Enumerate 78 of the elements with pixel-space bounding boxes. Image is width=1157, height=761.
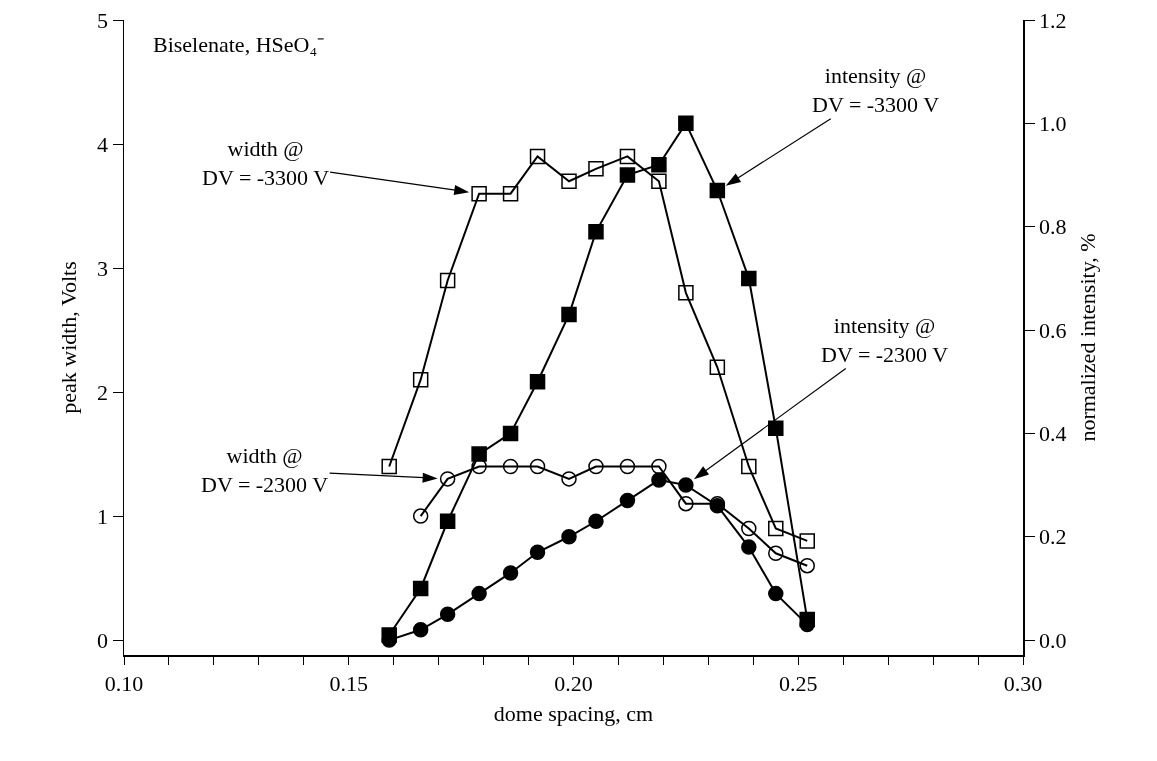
point [768, 545, 784, 562]
point [381, 458, 397, 475]
point [412, 622, 429, 638]
x-axis-title: dome spacing, cm [493, 700, 654, 726]
y-tick-label: 2 [97, 379, 109, 405]
point [529, 148, 546, 165]
y2-tick-label: 0.8 [1038, 214, 1067, 240]
point [439, 471, 456, 487]
point [588, 224, 604, 240]
point [471, 585, 487, 602]
point [412, 371, 429, 388]
x-tick-label: 0.30 [1003, 670, 1043, 696]
point [709, 182, 726, 199]
annotation: width @ DV = -3300 V [202, 136, 330, 190]
point [439, 272, 456, 289]
point [741, 520, 757, 537]
point [588, 458, 604, 475]
point [768, 420, 784, 436]
point [678, 477, 694, 493]
point [412, 580, 429, 597]
point [588, 513, 604, 529]
y-tick-label: 1 [97, 503, 109, 529]
point [619, 167, 636, 183]
point [502, 458, 519, 475]
point [471, 446, 487, 462]
point [561, 306, 577, 323]
annotation: Biselenate, HSeO₄⁻ [153, 32, 325, 57]
point [412, 508, 429, 524]
y2-tick-label: 0.6 [1038, 317, 1067, 343]
point [741, 458, 757, 475]
y-tick-label: 5 [97, 7, 109, 33]
point [439, 513, 456, 530]
x-tick-label: 0.20 [554, 670, 593, 696]
x-tick-label: 0.15 [329, 670, 368, 696]
y2-tick-label: 1.2 [1038, 7, 1067, 33]
point [709, 359, 726, 376]
y2-tick-label: 0.2 [1038, 524, 1067, 550]
x-tick-label: 0.25 [779, 670, 818, 696]
point [529, 544, 546, 561]
point [799, 557, 815, 574]
point [588, 161, 604, 177]
y2-axis-title: normalized intensity, % [1075, 233, 1101, 442]
point [619, 492, 636, 509]
point [619, 458, 636, 475]
point [799, 533, 815, 549]
point [619, 148, 636, 165]
point [768, 585, 784, 602]
annotation: intensity @ DV = -3300 V [812, 63, 940, 117]
point [471, 185, 487, 202]
point [502, 425, 519, 442]
point [529, 458, 546, 475]
y2-tick-label: 0.4 [1038, 421, 1067, 447]
y-tick-label: 3 [97, 255, 109, 281]
point [768, 520, 784, 537]
point [678, 495, 694, 512]
y2-tick-label: 0.0 [1038, 627, 1067, 653]
point [502, 185, 519, 202]
point [561, 529, 577, 545]
point [678, 115, 694, 132]
point [502, 565, 519, 581]
point [561, 471, 577, 487]
point [561, 173, 577, 189]
y-tick-label: 0 [97, 627, 109, 653]
annotation: width @ DV = -2300 V [201, 443, 329, 497]
point [678, 285, 694, 301]
point [651, 458, 667, 475]
annotation: intensity @ DV = -2300 V [821, 313, 949, 367]
y-tick-label: 4 [97, 131, 109, 157]
point [651, 173, 667, 189]
y-axis-title: peak width, Volts [56, 261, 82, 414]
point [741, 539, 757, 555]
point [741, 270, 757, 287]
point [651, 472, 667, 488]
point [439, 606, 456, 623]
point [651, 156, 667, 173]
y2-tick-label: 1.0 [1038, 111, 1067, 137]
point [529, 373, 546, 390]
x-tick-label: 0.10 [104, 670, 144, 696]
